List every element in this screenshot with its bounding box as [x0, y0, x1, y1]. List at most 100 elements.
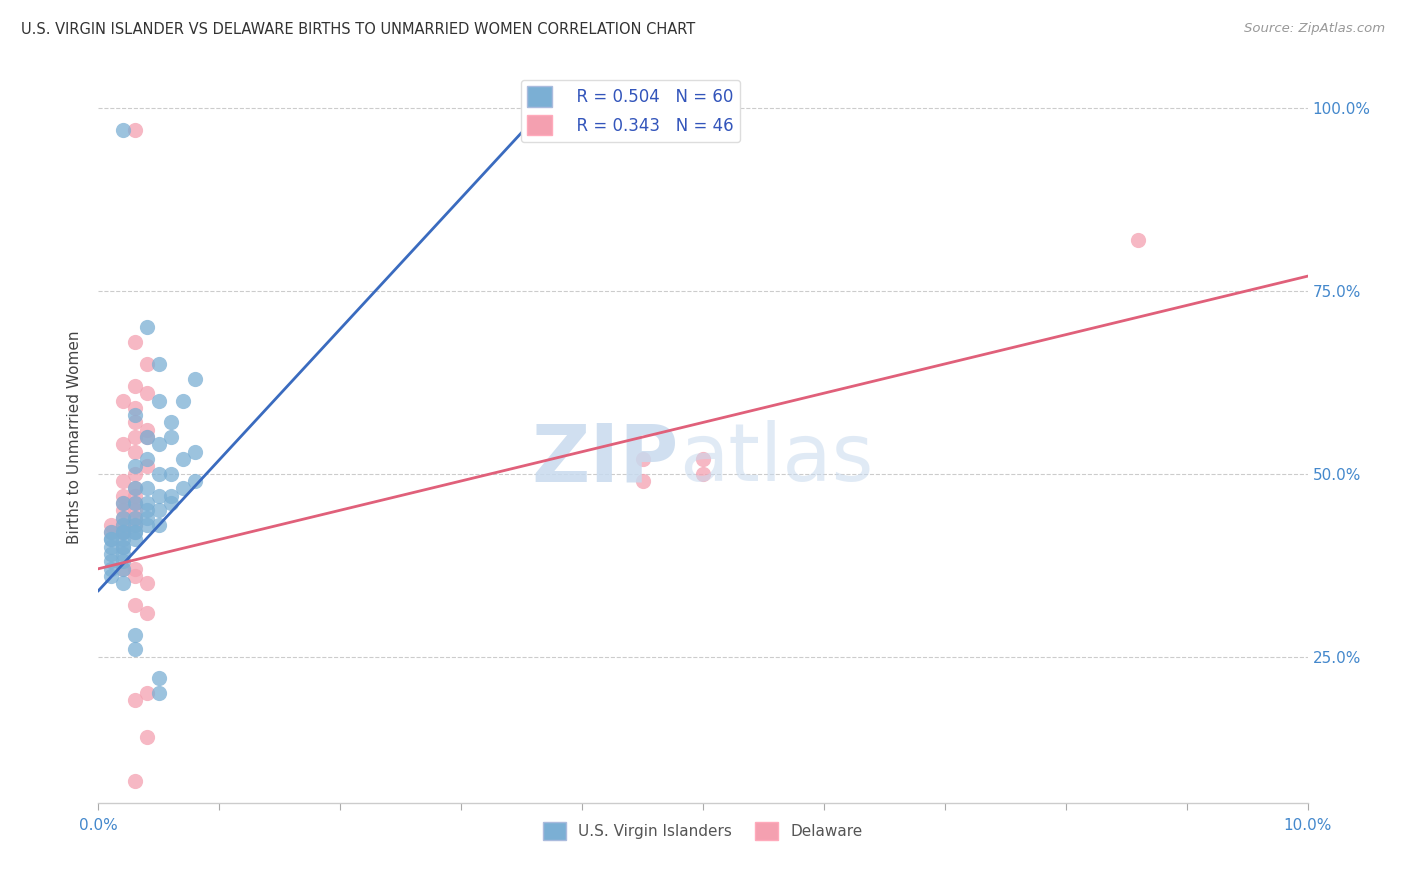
Point [631, 474, 654, 488]
Point [135, 576, 157, 591]
Point [111, 437, 134, 451]
Point [135, 357, 157, 371]
Point [135, 386, 157, 401]
Point [135, 423, 157, 437]
Point [111, 540, 134, 554]
Point [100, 540, 122, 554]
Point [111, 489, 134, 503]
Point [111, 533, 134, 547]
Y-axis label: Births to Unmarried Women: Births to Unmarried Women [66, 330, 82, 544]
Point [135, 730, 157, 744]
Point [148, 357, 170, 371]
Point [100, 562, 122, 576]
Text: ZIP: ZIP [531, 420, 679, 498]
Point [135, 481, 157, 495]
Point [160, 430, 183, 444]
Point [111, 510, 134, 524]
Point [160, 489, 183, 503]
Point [111, 540, 134, 554]
Point [100, 547, 122, 561]
Point [148, 672, 170, 686]
Point [111, 525, 134, 540]
Point [160, 416, 183, 430]
Point [111, 562, 134, 576]
Point [124, 517, 146, 532]
Point [124, 510, 146, 524]
Point [111, 123, 134, 137]
Point [135, 430, 157, 444]
Point [160, 467, 183, 481]
Point [124, 379, 146, 393]
Point [111, 393, 134, 408]
Point [124, 562, 146, 576]
Point [111, 510, 134, 524]
Point [148, 517, 170, 532]
Point [124, 444, 146, 458]
Text: atlas: atlas [679, 420, 873, 498]
Point [148, 503, 170, 517]
Point [135, 517, 157, 532]
Point [160, 496, 183, 510]
Point [1128, 233, 1150, 247]
Point [172, 393, 194, 408]
Point [135, 459, 157, 474]
Point [111, 503, 134, 517]
Point [111, 525, 134, 540]
Point [124, 569, 146, 583]
Point [100, 554, 122, 568]
Point [124, 525, 146, 540]
Point [111, 474, 134, 488]
Point [135, 452, 157, 467]
Point [135, 606, 157, 620]
Point [111, 562, 134, 576]
Point [111, 517, 134, 532]
Point [135, 496, 157, 510]
Point [184, 371, 207, 385]
Point [124, 503, 146, 517]
Point [124, 408, 146, 422]
Point [124, 401, 146, 415]
Point [124, 693, 146, 707]
Point [172, 452, 194, 467]
Point [111, 525, 134, 540]
Text: U.S. VIRGIN ISLANDER VS DELAWARE BIRTHS TO UNMARRIED WOMEN CORRELATION CHART: U.S. VIRGIN ISLANDER VS DELAWARE BIRTHS … [21, 22, 696, 37]
Point [172, 481, 194, 495]
Point [124, 481, 146, 495]
Point [184, 444, 207, 458]
Point [135, 320, 157, 334]
Point [111, 554, 134, 568]
Point [148, 437, 170, 451]
Point [124, 459, 146, 474]
Point [124, 489, 146, 503]
Point [631, 452, 654, 467]
Point [124, 481, 146, 495]
Point [692, 452, 714, 467]
Point [100, 525, 122, 540]
Point [124, 642, 146, 657]
Point [148, 467, 170, 481]
Point [124, 334, 146, 349]
Point [135, 686, 157, 700]
Legend: U.S. Virgin Islanders, Delaware: U.S. Virgin Islanders, Delaware [537, 815, 869, 847]
Point [184, 474, 207, 488]
Point [124, 773, 146, 788]
Point [124, 627, 146, 641]
Point [111, 576, 134, 591]
Point [111, 496, 134, 510]
Point [148, 686, 170, 700]
Point [124, 123, 146, 137]
Point [124, 533, 146, 547]
Point [124, 517, 146, 532]
Point [135, 510, 157, 524]
Point [124, 467, 146, 481]
Point [148, 489, 170, 503]
Point [124, 510, 146, 524]
Point [135, 430, 157, 444]
Point [124, 496, 146, 510]
Point [100, 517, 122, 532]
Point [111, 517, 134, 532]
Point [135, 503, 157, 517]
Point [111, 525, 134, 540]
Point [100, 525, 122, 540]
Point [100, 533, 122, 547]
